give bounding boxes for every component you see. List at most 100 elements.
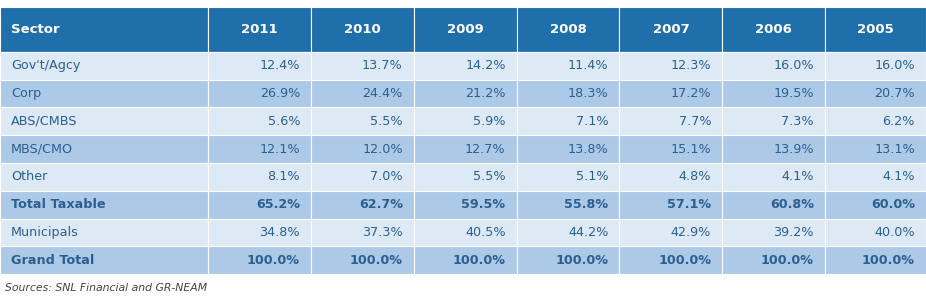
- Bar: [414, 246, 517, 274]
- Bar: [825, 7, 926, 52]
- Bar: [619, 219, 722, 246]
- Bar: [517, 163, 619, 191]
- Text: 13.1%: 13.1%: [874, 143, 915, 155]
- Text: 39.2%: 39.2%: [773, 226, 814, 239]
- Bar: [0, 135, 208, 163]
- Text: 13.7%: 13.7%: [362, 59, 403, 72]
- Text: 15.1%: 15.1%: [670, 143, 711, 155]
- Bar: [619, 163, 722, 191]
- Text: 44.2%: 44.2%: [568, 226, 608, 239]
- Bar: [414, 7, 517, 52]
- Bar: [722, 80, 825, 107]
- Bar: [0, 107, 208, 135]
- Text: 100.0%: 100.0%: [862, 254, 915, 267]
- Text: 16.0%: 16.0%: [874, 59, 915, 72]
- Bar: [722, 135, 825, 163]
- Bar: [414, 107, 517, 135]
- Text: 26.9%: 26.9%: [259, 87, 300, 100]
- Text: 55.8%: 55.8%: [564, 198, 608, 211]
- Text: Other: Other: [11, 170, 47, 183]
- Bar: [517, 52, 619, 80]
- Text: 2007: 2007: [653, 23, 689, 36]
- Bar: [414, 52, 517, 80]
- Text: 60.0%: 60.0%: [870, 198, 915, 211]
- Text: 34.8%: 34.8%: [259, 226, 300, 239]
- Bar: [311, 135, 414, 163]
- Text: 40.5%: 40.5%: [465, 226, 506, 239]
- Bar: [311, 7, 414, 52]
- Bar: [208, 107, 311, 135]
- Bar: [208, 52, 311, 80]
- Bar: [825, 135, 926, 163]
- Bar: [619, 191, 722, 219]
- Text: 2005: 2005: [857, 23, 894, 36]
- Bar: [825, 219, 926, 246]
- Text: 11.4%: 11.4%: [568, 59, 608, 72]
- Text: 21.2%: 21.2%: [465, 87, 506, 100]
- Bar: [311, 219, 414, 246]
- Text: 2006: 2006: [756, 23, 792, 36]
- Bar: [208, 80, 311, 107]
- Text: Total Taxable: Total Taxable: [11, 198, 106, 211]
- Bar: [825, 191, 926, 219]
- Bar: [517, 219, 619, 246]
- Text: 13.9%: 13.9%: [773, 143, 814, 155]
- Text: 4.1%: 4.1%: [882, 170, 915, 183]
- Text: 8.1%: 8.1%: [268, 170, 300, 183]
- Text: 7.3%: 7.3%: [782, 115, 814, 128]
- Text: 2011: 2011: [242, 23, 278, 36]
- Bar: [619, 80, 722, 107]
- Bar: [208, 7, 311, 52]
- Bar: [0, 52, 208, 80]
- Bar: [619, 135, 722, 163]
- Text: 40.0%: 40.0%: [874, 226, 915, 239]
- Text: 2008: 2008: [550, 23, 586, 36]
- Text: Sector: Sector: [11, 23, 60, 36]
- Text: 17.2%: 17.2%: [670, 87, 711, 100]
- Text: Gov't/Agcy: Gov't/Agcy: [11, 59, 81, 72]
- Bar: [0, 219, 208, 246]
- Text: 12.1%: 12.1%: [259, 143, 300, 155]
- Bar: [0, 80, 208, 107]
- Text: 4.1%: 4.1%: [782, 170, 814, 183]
- Text: 16.0%: 16.0%: [773, 59, 814, 72]
- Bar: [414, 219, 517, 246]
- Bar: [311, 52, 414, 80]
- Text: 20.7%: 20.7%: [874, 87, 915, 100]
- Bar: [208, 135, 311, 163]
- Text: 5.5%: 5.5%: [473, 170, 506, 183]
- Text: 100.0%: 100.0%: [556, 254, 608, 267]
- Text: 6.2%: 6.2%: [882, 115, 915, 128]
- Bar: [517, 80, 619, 107]
- Text: 42.9%: 42.9%: [670, 226, 711, 239]
- Text: 37.3%: 37.3%: [362, 226, 403, 239]
- Text: 57.1%: 57.1%: [667, 198, 711, 211]
- Bar: [517, 246, 619, 274]
- Text: 100.0%: 100.0%: [761, 254, 814, 267]
- Bar: [311, 163, 414, 191]
- Text: 14.2%: 14.2%: [465, 59, 506, 72]
- Bar: [517, 7, 619, 52]
- Text: Sources: SNL Financial and GR-NEAM: Sources: SNL Financial and GR-NEAM: [5, 283, 206, 293]
- Bar: [414, 191, 517, 219]
- Bar: [414, 163, 517, 191]
- Text: 12.7%: 12.7%: [465, 143, 506, 155]
- Bar: [722, 163, 825, 191]
- Bar: [208, 163, 311, 191]
- Bar: [0, 163, 208, 191]
- Text: ABS/CMBS: ABS/CMBS: [11, 115, 78, 128]
- Text: 7.7%: 7.7%: [679, 115, 711, 128]
- Bar: [517, 191, 619, 219]
- Text: Municipals: Municipals: [11, 226, 79, 239]
- Bar: [722, 7, 825, 52]
- Bar: [208, 219, 311, 246]
- Bar: [208, 191, 311, 219]
- Bar: [311, 246, 414, 274]
- Bar: [414, 80, 517, 107]
- Text: 4.8%: 4.8%: [679, 170, 711, 183]
- Bar: [722, 52, 825, 80]
- Bar: [208, 246, 311, 274]
- Text: 100.0%: 100.0%: [658, 254, 711, 267]
- Bar: [825, 107, 926, 135]
- Bar: [619, 52, 722, 80]
